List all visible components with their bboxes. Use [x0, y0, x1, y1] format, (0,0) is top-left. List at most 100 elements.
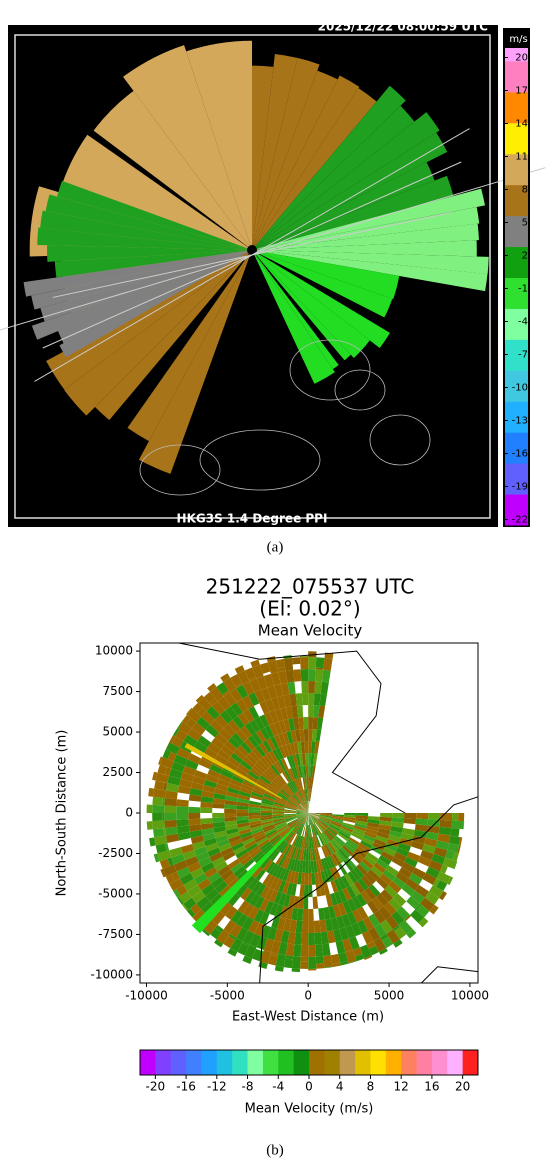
echo-cell [249, 848, 262, 859]
colorbar-band [278, 1050, 295, 1075]
echo-cell [293, 779, 300, 792]
echo-cell [165, 742, 170, 750]
echo-cell [266, 786, 278, 795]
colorbar-band [505, 370, 528, 402]
echo-cell [176, 747, 191, 760]
echo-cell [263, 825, 276, 833]
echo-cell [260, 757, 271, 769]
echo-cell [164, 790, 178, 800]
echo-cell [308, 860, 312, 874]
echo-cell [237, 825, 251, 832]
echo-cell [197, 697, 212, 712]
echo-cell [416, 813, 429, 820]
colorbar-band [505, 215, 528, 248]
echo-cell [301, 802, 309, 813]
colorbar-band [505, 401, 528, 433]
echo-cell [433, 847, 448, 858]
echo-cell [308, 717, 314, 730]
echo-cell [323, 882, 330, 896]
echo-cell [451, 813, 459, 821]
colorbar-tick-label: -8 [242, 1080, 254, 1094]
echo-cell [295, 766, 301, 779]
echo-cell [207, 871, 221, 884]
echo-region [252, 240, 477, 257]
echo-cell [267, 927, 278, 941]
echo-cell [220, 769, 234, 779]
echo-region [31, 250, 252, 310]
colorbar-band [309, 1050, 325, 1075]
echo-cell [309, 777, 312, 790]
echo-cell [336, 850, 346, 862]
colorbar-tick-label: -19 [512, 482, 528, 493]
colorbar-tick-label: 4 [336, 1080, 344, 1094]
echo-cell [276, 823, 288, 831]
echo-region [252, 85, 406, 251]
echo-cell [265, 829, 278, 837]
echo-cell [289, 858, 296, 871]
echo-cell [330, 953, 341, 965]
y-axis-label: North-South Distance (m) [55, 730, 70, 897]
echo-cell [356, 919, 369, 934]
echo-cell [308, 932, 316, 945]
echo-cell [197, 735, 212, 748]
echo-cell [240, 855, 253, 866]
echo-cell [424, 837, 438, 848]
echo-cell [154, 835, 168, 846]
echo-cell [169, 847, 183, 858]
echo-cell [252, 830, 265, 838]
echo-cell [235, 767, 248, 777]
beam-gap [39, 93, 252, 250]
echo-cell [291, 780, 299, 792]
echo-cell [308, 705, 314, 718]
echo-cell [192, 702, 203, 714]
echo-cell [308, 813, 321, 815]
y-tick-label: -2500 [98, 846, 133, 860]
echo-cell [324, 829, 334, 840]
echo-cell [252, 948, 264, 962]
colorbar-band [216, 1050, 233, 1075]
echo-cell [237, 900, 250, 914]
echo-cell [318, 859, 324, 872]
echo-cell [319, 814, 332, 818]
echo-cell [342, 845, 353, 856]
echo-cell [336, 915, 346, 929]
echo-cell [172, 736, 184, 748]
echo-cell [458, 837, 463, 846]
echo-cell [235, 849, 248, 859]
x-tick-label: 5000 [374, 989, 405, 1003]
echo-cell [300, 765, 305, 778]
echo-cell [301, 813, 309, 824]
echo-cell [395, 847, 410, 857]
echo-cell [308, 813, 316, 823]
echo-cell [321, 832, 330, 844]
echo-cell [296, 872, 302, 885]
echo-cell [306, 789, 309, 802]
echo-cell [316, 717, 324, 731]
echo-cell [237, 798, 250, 804]
echo-cell [237, 822, 250, 828]
echo-cell [327, 855, 336, 868]
echo-cell [296, 813, 309, 815]
echo-cell [303, 896, 309, 909]
echo-cell [308, 801, 310, 813]
echo-cell [279, 842, 289, 854]
echo-cell [152, 820, 165, 830]
echo-cell [293, 766, 299, 779]
echo-cell [376, 831, 390, 839]
echo-cell [195, 694, 204, 703]
echo-cell [213, 793, 227, 800]
echo-cell [352, 947, 363, 957]
echo-cell [318, 817, 331, 824]
echo-cell [267, 784, 280, 794]
echo-cell [271, 697, 281, 711]
echo-cell [308, 836, 311, 849]
echo-cell [296, 811, 309, 813]
echo-cell [227, 736, 241, 749]
echo-cell [373, 862, 386, 874]
echo-cell [177, 831, 191, 841]
echo-cell [224, 740, 237, 753]
echo-cell [303, 717, 309, 730]
echo-cell [313, 693, 321, 706]
echo-cell [296, 741, 302, 754]
echo-cell [177, 785, 191, 795]
